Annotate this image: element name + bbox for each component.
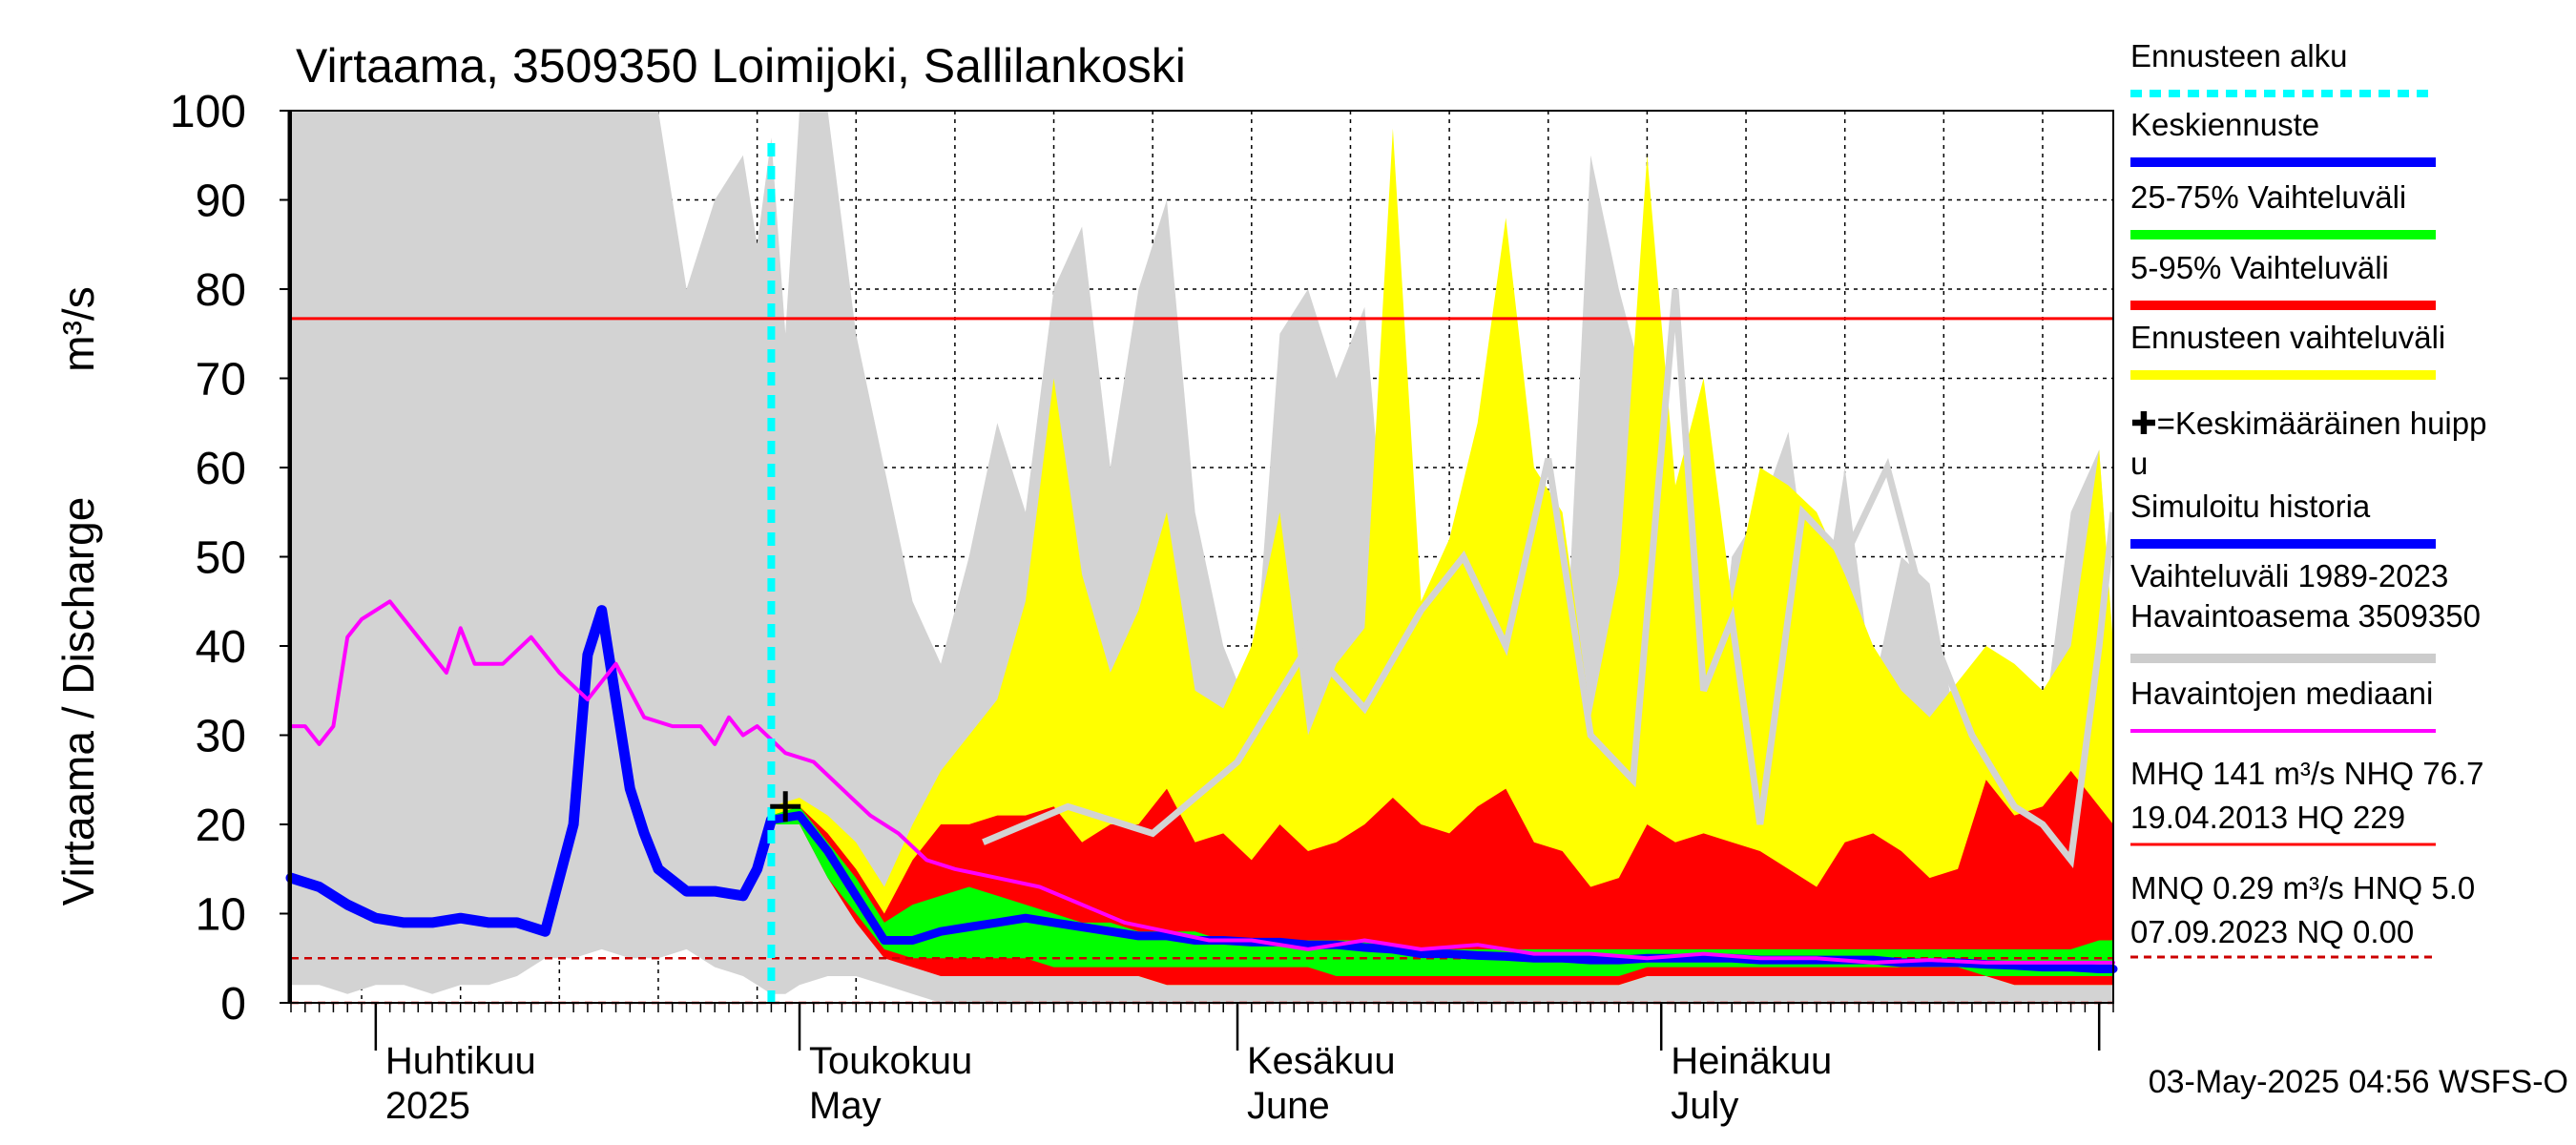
y-tick-label: 20 (196, 801, 246, 851)
x-month-sublabel: May (809, 1085, 882, 1127)
legend-label: Ennusteen vaihteluväli (2130, 320, 2445, 355)
series-simuloitu-historia (285, 605, 777, 937)
y-tick-label: 100 (170, 87, 246, 137)
x-month-label: Huhtikuu (385, 1040, 536, 1082)
y-tick-label: 90 (196, 177, 246, 227)
timestamp: 03-May-2025 04:56 WSFS-O (2149, 1064, 2568, 1100)
legend-label: Vaihteluväli 1989-2023 (2130, 558, 2448, 593)
legend-label: 5-95% Vaihteluväli (2130, 250, 2389, 285)
y-tick-label: 0 (220, 979, 246, 1030)
y-tick-label: 60 (196, 444, 246, 494)
plot-area (291, 111, 2113, 1003)
chart-title: Virtaama, 3509350 Loimijoki, Sallilankos… (296, 39, 1186, 93)
legend-mean-peak: ✚=Keskimääräinen huipp (2130, 406, 2486, 441)
y-tick-label: 40 (196, 622, 246, 673)
legend-label: Keskiennuste (2130, 107, 2319, 142)
x-month-sublabel: 2025 (385, 1085, 470, 1127)
forecast-envelope-band (771, 128, 2113, 986)
stats-line: 19.04.2013 HQ 229 (2130, 800, 2405, 835)
legend-label: Havaintojen mediaani (2130, 676, 2433, 711)
legend-label-wrap: Havaintoasema 3509350 (2130, 598, 2481, 634)
x-month-sublabel: July (1671, 1085, 1738, 1127)
y-tick-label: 30 (196, 712, 246, 762)
stats-line: 07.09.2023 NQ 0.00 (2130, 914, 2414, 949)
series-havaintojen-mediaani (289, 599, 2115, 965)
stats-line: MNQ 0.29 m³/s HNQ 5.0 (2130, 870, 2475, 906)
legend-mean-peak-wrap: u (2130, 446, 2148, 481)
y-tick-label: 50 (196, 533, 246, 584)
legend-label: Ennusteen alku (2130, 38, 2348, 73)
x-month-sublabel: June (1247, 1085, 1330, 1127)
y-tick-label: 80 (196, 265, 246, 316)
y-axis-unit: m³/s (53, 286, 103, 371)
legend-label: Simuloitu historia (2130, 489, 2371, 524)
legend: Ennusteen alku Keskiennuste 25-75% Vaihtel… (2130, 38, 2486, 959)
x-month-label: Toukokuu (809, 1040, 972, 1082)
y-axis-label: Virtaama / Discharge (53, 497, 103, 906)
mean-peak-marker (770, 791, 801, 822)
y-tick-label: 10 (196, 890, 246, 941)
y-tick-label: 70 (196, 355, 246, 406)
legend-label: 25-75% Vaihteluväli (2130, 179, 2406, 215)
history-range-outline (982, 288, 2113, 869)
x-month-label: Heinäkuu (1671, 1040, 1832, 1082)
x-month-label: Kesäkuu (1247, 1040, 1396, 1082)
stats-line: MHQ 141 m³/s NHQ 76.7 (2130, 756, 2483, 791)
